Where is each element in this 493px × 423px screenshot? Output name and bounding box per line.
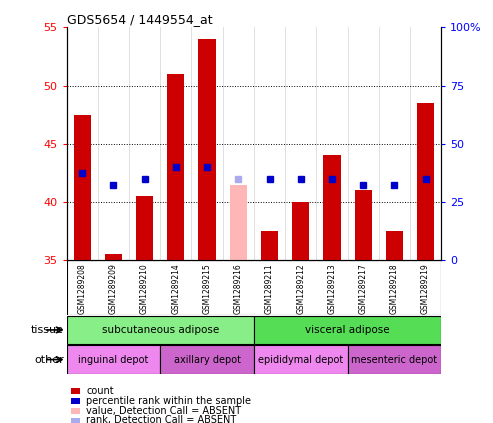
- Bar: [67, 316, 254, 344]
- Bar: [230, 184, 247, 260]
- Text: other: other: [35, 354, 64, 365]
- Bar: [160, 345, 254, 374]
- Bar: [261, 231, 278, 260]
- Text: epididymal depot: epididymal depot: [258, 354, 343, 365]
- Bar: [417, 103, 434, 260]
- Bar: [67, 345, 160, 374]
- Text: GSM1289209: GSM1289209: [109, 263, 118, 314]
- Text: GSM1289214: GSM1289214: [172, 263, 180, 313]
- Text: GSM1289210: GSM1289210: [140, 263, 149, 313]
- Bar: [386, 231, 403, 260]
- Bar: [73, 115, 91, 260]
- Bar: [354, 190, 372, 260]
- Text: count: count: [86, 386, 114, 396]
- Text: GSM1289217: GSM1289217: [359, 263, 368, 313]
- Text: GSM1289211: GSM1289211: [265, 263, 274, 313]
- Text: axillary depot: axillary depot: [174, 354, 241, 365]
- Bar: [254, 316, 441, 344]
- Text: inguinal depot: inguinal depot: [78, 354, 148, 365]
- Text: percentile rank within the sample: percentile rank within the sample: [86, 396, 251, 406]
- Bar: [292, 202, 309, 260]
- Bar: [167, 74, 184, 260]
- Bar: [136, 196, 153, 260]
- Text: GSM1289216: GSM1289216: [234, 263, 243, 313]
- Text: value, Detection Call = ABSENT: value, Detection Call = ABSENT: [86, 406, 242, 416]
- Text: rank, Detection Call = ABSENT: rank, Detection Call = ABSENT: [86, 415, 237, 423]
- Text: GDS5654 / 1449554_at: GDS5654 / 1449554_at: [67, 14, 212, 26]
- Text: subcutaneous adipose: subcutaneous adipose: [102, 325, 219, 335]
- Text: visceral adipose: visceral adipose: [305, 325, 390, 335]
- Text: mesenteric depot: mesenteric depot: [352, 354, 437, 365]
- Bar: [254, 345, 348, 374]
- Bar: [199, 39, 215, 260]
- Text: GSM1289215: GSM1289215: [203, 263, 211, 313]
- Bar: [348, 345, 441, 374]
- Bar: [323, 156, 341, 260]
- Text: GSM1289218: GSM1289218: [390, 263, 399, 313]
- Text: GSM1289219: GSM1289219: [421, 263, 430, 313]
- Bar: [105, 254, 122, 260]
- Text: GSM1289212: GSM1289212: [296, 263, 305, 313]
- Text: GSM1289208: GSM1289208: [78, 263, 87, 313]
- Text: GSM1289213: GSM1289213: [327, 263, 336, 313]
- Text: tissue: tissue: [31, 325, 64, 335]
